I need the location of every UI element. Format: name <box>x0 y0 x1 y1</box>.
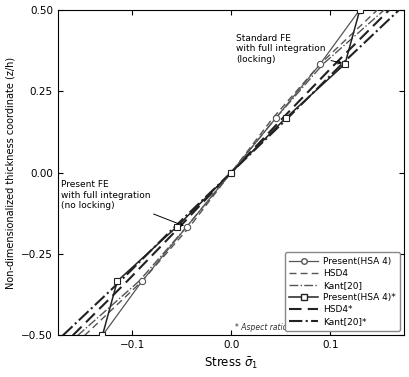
Legend: Present(HSA 4), HSD4, Kant[20], Present(HSA 4)*, HSD4*, Kant[20]*: Present(HSA 4), HSD4, Kant[20], Present(… <box>284 252 399 331</box>
Text: Present FE
with full integration
(no locking): Present FE with full integration (no loc… <box>61 181 182 226</box>
X-axis label: Stress $\bar{\sigma}_1$: Stress $\bar{\sigma}_1$ <box>204 356 258 371</box>
Text: Standard FE
with full integration
(locking): Standard FE with full integration (locki… <box>236 34 340 64</box>
Text: * Aspect ration a/h=100, otherwise a/h=10: * Aspect ration a/h=100, otherwise a/h=1… <box>235 323 400 332</box>
Y-axis label: Non-dimensionalized thickness coordinate (z/h): Non-dimensionalized thickness coordinate… <box>6 57 16 288</box>
